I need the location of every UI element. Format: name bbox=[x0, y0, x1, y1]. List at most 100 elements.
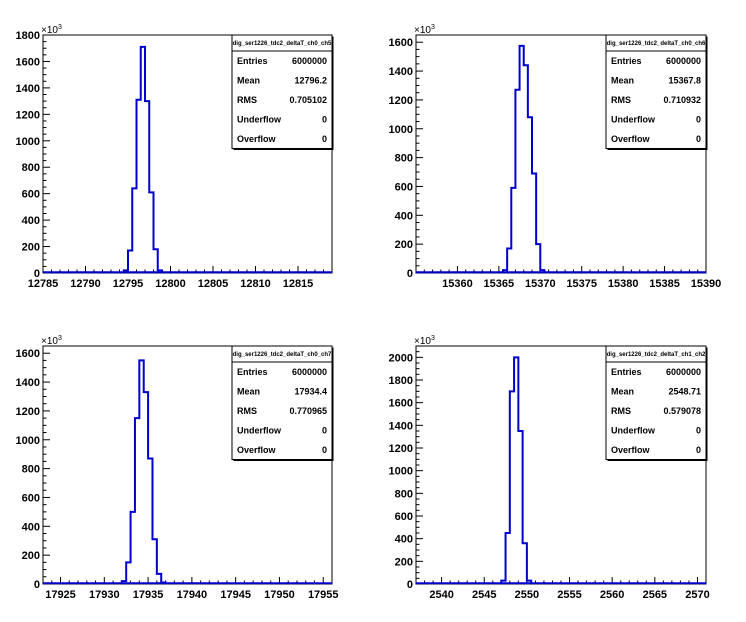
y-tick-label: 1400 bbox=[389, 420, 413, 432]
multiplier-exponent: 3 bbox=[431, 335, 435, 342]
histogram-bin bbox=[536, 244, 540, 273]
histogram-bin bbox=[131, 512, 135, 584]
stat-value: 0 bbox=[322, 445, 327, 455]
histogram-series bbox=[502, 44, 546, 273]
x-tick-label: 15390 bbox=[691, 278, 722, 290]
y-tick-label: 1200 bbox=[16, 406, 40, 418]
histogram-bin bbox=[528, 117, 532, 273]
histogram-bin bbox=[152, 539, 156, 584]
x-tick-label: 15375 bbox=[566, 278, 597, 290]
y-tick-label: 600 bbox=[395, 181, 413, 193]
x-tick-label: 17935 bbox=[133, 589, 164, 601]
histogram-panel: 12785 12790 12795 12800 12805 12810 12815 0 200 4… bbox=[16, 24, 334, 290]
x-tick-label: 12795 bbox=[113, 278, 144, 290]
histogram-bin bbox=[540, 270, 544, 273]
multiplier-exponent: 3 bbox=[58, 335, 62, 342]
stats-box bbox=[231, 345, 333, 460]
histogram-panel: 2540 2545 2550 2555 2560 2565 2570 0 200 400 600 80… bbox=[389, 335, 710, 601]
y-axis-multiplier: ×103 bbox=[414, 335, 435, 347]
stat-label: RMS bbox=[611, 406, 631, 416]
stats-box bbox=[231, 34, 333, 149]
x-tick-label: 2545 bbox=[472, 589, 496, 601]
x-tick-label: 2540 bbox=[429, 589, 453, 601]
y-tick-label: 200 bbox=[395, 556, 413, 568]
y-tick-label: 800 bbox=[22, 162, 40, 174]
y-tick-label: 1200 bbox=[389, 443, 413, 455]
x-tick-label: 15365 bbox=[484, 278, 515, 290]
histogram-bin bbox=[524, 65, 528, 273]
stat-value: 0 bbox=[322, 115, 327, 125]
stat-value: 0 bbox=[696, 134, 701, 144]
x-tick-label: 17925 bbox=[45, 589, 76, 601]
stat-label: RMS bbox=[611, 95, 631, 105]
y-tick-label: 600 bbox=[22, 492, 40, 504]
y-tick-label: 0 bbox=[407, 268, 413, 280]
stat-label: Overflow bbox=[237, 134, 277, 144]
y-tick-label: 1200 bbox=[16, 109, 40, 121]
y-tick-label: 1800 bbox=[16, 30, 40, 42]
histogram-bin bbox=[158, 270, 162, 273]
y-tick-label: 1600 bbox=[16, 348, 40, 360]
stat-label: Underflow bbox=[611, 115, 656, 125]
histogram-bin bbox=[137, 100, 141, 273]
y-tick-label: 800 bbox=[395, 153, 413, 165]
x-tick-label: 12800 bbox=[155, 278, 186, 290]
stat-value: 6000000 bbox=[292, 56, 327, 66]
stat-label: Underflow bbox=[611, 426, 656, 436]
y-tick-label: 1200 bbox=[389, 95, 413, 107]
y-tick-label: 400 bbox=[395, 534, 413, 546]
histogram-bin bbox=[518, 431, 522, 584]
x-tick-label: 15380 bbox=[608, 278, 639, 290]
stat-value: 0 bbox=[322, 134, 327, 144]
x-tick-label: 15385 bbox=[649, 278, 680, 290]
y-tick-label: 800 bbox=[395, 488, 413, 500]
stat-value: 2548.71 bbox=[668, 387, 701, 397]
stats-box-title: dig_ser1226_tdc2_deltaT_ch0_ch5 bbox=[233, 41, 332, 47]
stats-box bbox=[605, 34, 707, 149]
histogram-bin bbox=[149, 192, 153, 273]
stat-label: RMS bbox=[237, 406, 257, 416]
y-tick-label: 400 bbox=[22, 215, 40, 227]
histogram-bin bbox=[523, 543, 527, 584]
stat-value: 0.579078 bbox=[663, 406, 701, 416]
y-tick-label: 1600 bbox=[389, 37, 413, 49]
histogram-panel: 15360 15365 15370 15375 15380 15385 15390 0 200 4… bbox=[389, 24, 722, 290]
histogram-bin bbox=[141, 47, 145, 273]
histogram-bin bbox=[514, 357, 518, 584]
x-tick-label: 17955 bbox=[308, 589, 339, 601]
y-axis-multiplier: ×103 bbox=[414, 24, 435, 36]
y-tick-label: 600 bbox=[22, 189, 40, 201]
stat-label: Mean bbox=[611, 76, 634, 86]
histogram-series bbox=[120, 359, 167, 584]
y-tick-label: 1400 bbox=[16, 377, 40, 389]
y-tick-label: 1800 bbox=[389, 375, 413, 387]
y-tick-label: 200 bbox=[22, 550, 40, 562]
histogram-bin bbox=[135, 418, 139, 584]
stat-label: Overflow bbox=[611, 445, 651, 455]
y-tick-label: 1000 bbox=[389, 466, 413, 478]
y-tick-label: 1000 bbox=[389, 124, 413, 136]
stats-box-title: dig_ser1226_tdc2_deltaT_ch0_ch6 bbox=[607, 41, 706, 47]
stat-value: 0 bbox=[322, 426, 327, 436]
y-tick-label: 400 bbox=[22, 521, 40, 533]
stat-value: 0 bbox=[696, 426, 701, 436]
histogram-series bbox=[500, 356, 533, 584]
histogram-series bbox=[122, 45, 163, 273]
histogram-panel: 17925 17930 17935 17940 17945 17950 17955 0 200 4… bbox=[16, 335, 339, 601]
histogram-bin bbox=[532, 173, 536, 273]
stat-value: 0 bbox=[696, 445, 701, 455]
y-tick-label: 2000 bbox=[389, 352, 413, 364]
y-tick-label: 600 bbox=[395, 511, 413, 523]
stat-value: 0.710932 bbox=[663, 95, 701, 105]
stat-label: Mean bbox=[237, 76, 260, 86]
histogram-bin bbox=[122, 581, 126, 584]
stat-label: Entries bbox=[611, 367, 642, 377]
y-tick-label: 1600 bbox=[389, 398, 413, 410]
x-tick-label: 12790 bbox=[70, 278, 101, 290]
stat-value: 6000000 bbox=[292, 367, 327, 377]
y-tick-label: 0 bbox=[34, 579, 40, 591]
y-axis-multiplier: ×103 bbox=[41, 335, 62, 347]
x-tick-label: 2555 bbox=[557, 589, 581, 601]
histogram-bin bbox=[501, 581, 505, 584]
y-tick-label: 200 bbox=[395, 239, 413, 251]
